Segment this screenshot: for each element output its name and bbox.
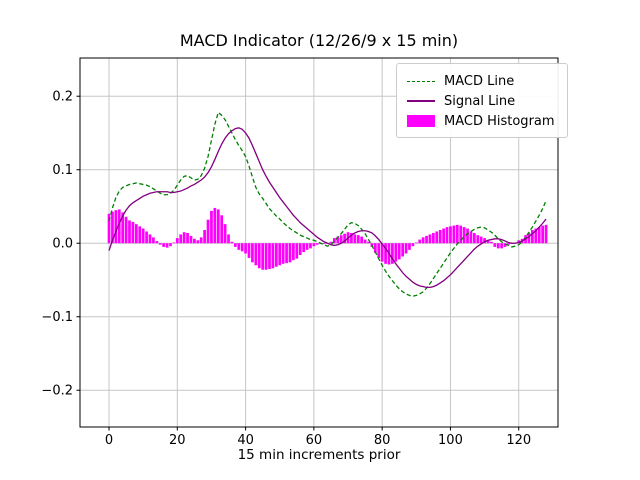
legend-label: Signal Line	[444, 93, 516, 109]
legend-label: MACD Histogram	[444, 113, 555, 129]
y-tick-label: −0.2	[41, 384, 73, 399]
axes-spines	[79, 57, 559, 428]
x-tick-label: 100	[438, 433, 463, 448]
macd-histogram-bars	[107, 207, 548, 270]
x-tick-label: 80	[374, 433, 391, 448]
y-tick-label: 0.1	[52, 163, 73, 178]
legend-label: MACD Line	[444, 73, 515, 89]
macd-line	[108, 111, 547, 297]
legend-item-macd-histogram: MACD Histogram	[407, 111, 557, 131]
chart-title: MACD Indicator (12/26/9 x 15 min)	[179, 31, 459, 50]
legend: MACD Line Signal Line MACD Histogram	[396, 63, 568, 138]
y-tick-label: −0.1	[41, 310, 73, 325]
signal-line	[108, 127, 547, 288]
x-tick-label: 40	[237, 433, 254, 448]
x-tick-label: 60	[306, 433, 323, 448]
legend-item-signal-line: Signal Line	[407, 91, 557, 111]
x-tick-label: 20	[169, 433, 186, 448]
legend-item-macd-line: MACD Line	[407, 71, 557, 91]
macd-line-swatch-icon	[407, 80, 435, 82]
tick-labels: 0 20 40 60 80 100 120 −0.2 −0.1 0.0 0.1 0.2	[41, 90, 531, 448]
x-axis-label: 15 min increments prior	[237, 447, 401, 463]
macd-histogram-swatch-icon	[407, 115, 435, 127]
signal-line-swatch-icon	[407, 100, 435, 102]
y-tick-label: 0.0	[52, 237, 73, 252]
tick-marks	[76, 95, 520, 431]
y-tick-label: 0.2	[52, 90, 73, 105]
x-tick-label: 120	[506, 433, 531, 448]
x-tick-label: 0	[105, 433, 113, 448]
